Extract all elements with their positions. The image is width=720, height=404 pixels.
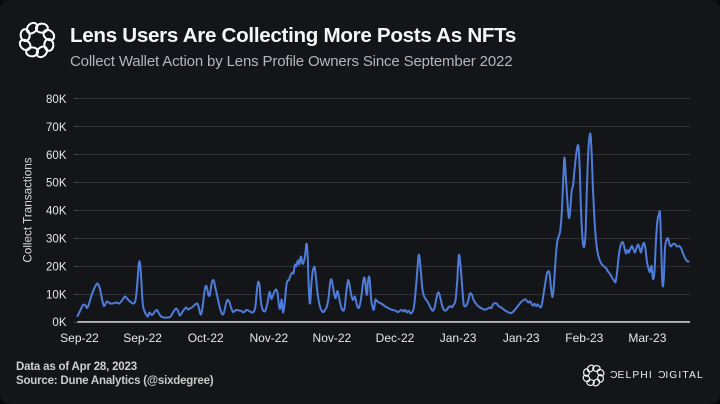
svg-text:60K: 60K [46, 150, 67, 162]
svg-text:0K: 0K [52, 317, 66, 329]
svg-text:Jan-23: Jan-23 [440, 331, 477, 345]
svg-text:Sep-22: Sep-22 [60, 331, 99, 345]
svg-text:Dec-22: Dec-22 [376, 331, 415, 345]
svg-text:10K: 10K [46, 289, 67, 301]
svg-text:Oct-22: Oct-22 [188, 331, 224, 345]
svg-text:50K: 50K [46, 178, 67, 190]
svg-text:Jan-23: Jan-23 [503, 331, 540, 345]
svg-text:Nov-22: Nov-22 [313, 331, 352, 345]
svg-text:70K: 70K [46, 122, 67, 134]
svg-text:40K: 40K [46, 206, 67, 218]
svg-text:80K: 80K [46, 94, 67, 106]
svg-text:Feb-23: Feb-23 [565, 331, 603, 345]
svg-text:30K: 30K [46, 234, 67, 246]
svg-text:Sep-22: Sep-22 [123, 331, 162, 345]
svg-text:Nov-22: Nov-22 [249, 331, 288, 345]
svg-text:Mar-23: Mar-23 [628, 331, 666, 345]
svg-text:20K: 20K [46, 261, 67, 273]
svg-text:Collect Transactions: Collect Transactions [22, 157, 35, 262]
